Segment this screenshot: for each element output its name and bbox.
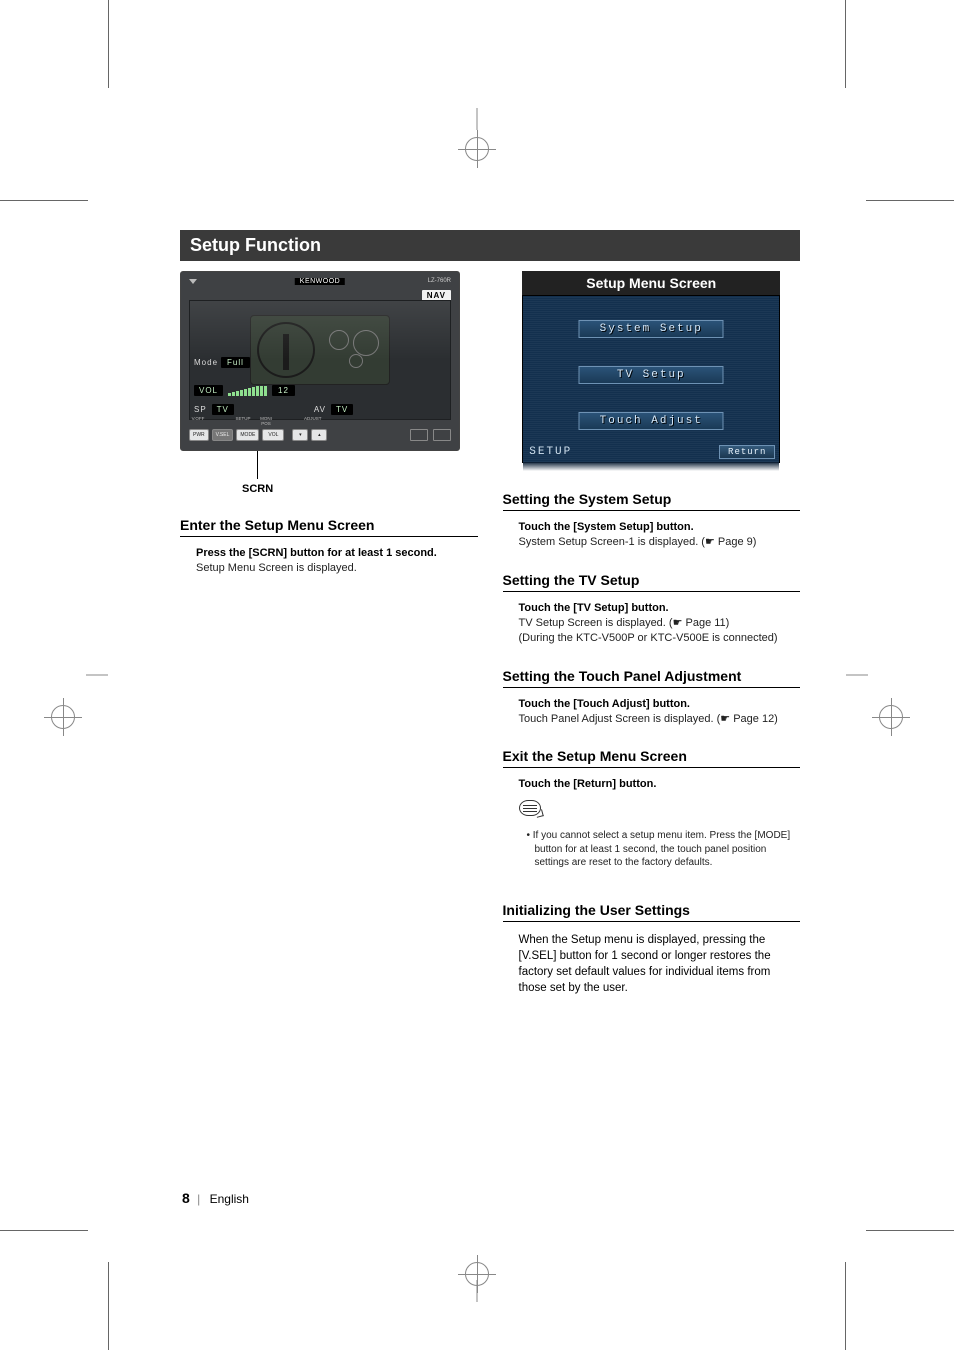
dropdown-marker-icon <box>189 279 197 284</box>
crop-mark <box>845 0 846 88</box>
mode-label: Mode <box>194 358 218 367</box>
description: (During the KTC-V500P or KTC-V500E is co… <box>519 631 801 646</box>
av-label: AV <box>314 405 326 414</box>
subheading: Initializing the User Settings <box>503 902 801 922</box>
subheading: Exit the Setup Menu Screen <box>503 748 801 768</box>
subheading: Setting the Touch Panel Adjustment <box>503 668 801 688</box>
description: Setup Menu Screen is displayed. <box>196 561 478 576</box>
device-screen: Mode Full VOL 12 SP TV AV TV <box>189 300 451 420</box>
tv-chip: TV <box>331 404 353 415</box>
touch-adjust-button: Touch Adjust <box>579 412 724 430</box>
brand-label: KENWOOD <box>295 278 345 285</box>
callout-line <box>257 451 258 479</box>
fold-mark <box>477 1280 478 1302</box>
mode-button: MODE <box>236 429 259 441</box>
body-text: When the Setup menu is displayed, pressi… <box>519 932 785 996</box>
menu-footer-label: SETUP <box>529 446 572 458</box>
page-language: English <box>210 1192 249 1206</box>
note-icon <box>519 800 541 816</box>
divider: | <box>197 1192 200 1206</box>
subheading: Setting the TV Setup <box>503 572 801 592</box>
crop-mark <box>0 1230 88 1231</box>
return-button: Return <box>719 445 775 459</box>
volume-bars <box>228 386 267 396</box>
registration-mark <box>458 130 496 168</box>
system-setup-button: System Setup <box>579 320 724 338</box>
tv-setup-button: TV Setup <box>579 366 724 384</box>
subheading: Setting the System Setup <box>503 491 801 511</box>
description: System Setup Screen-1 is displayed. (☛ P… <box>519 535 801 550</box>
crop-mark <box>866 1230 954 1231</box>
up-button: ▴ <box>311 429 327 441</box>
note-text: • If you cannot select a setup menu item… <box>527 829 801 870</box>
page-footer: 8 | English <box>182 1190 249 1206</box>
instruction: Press the [SCRN] button for at least 1 s… <box>196 547 478 559</box>
menu-screen-header: Setup Menu Screen <box>522 271 780 295</box>
instruction: Touch the [TV Setup] button. <box>519 602 801 614</box>
description: TV Setup Screen is displayed. (☛ Page 11… <box>519 616 801 631</box>
crop-mark <box>0 200 88 201</box>
sp-label: SP <box>194 405 207 414</box>
vsel-button: V.SEL <box>212 429 234 441</box>
mode-value: Full <box>221 357 250 368</box>
setup-menu-screenshot: System Setup TV Setup Touch Adjust SETUP… <box>522 295 780 463</box>
slot-icon <box>410 429 428 441</box>
page-number: 8 <box>182 1190 190 1206</box>
fold-mark <box>86 675 108 676</box>
model-label: LZ-760R <box>428 278 451 284</box>
section-title: Setup Function <box>180 230 800 261</box>
slot-icon <box>433 429 451 441</box>
tv-chip: TV <box>212 404 234 415</box>
registration-mark <box>44 698 82 736</box>
crop-mark <box>108 0 109 88</box>
physical-buttons: PWR V.SEL MODE VOL ▾ ▴ <box>189 424 451 446</box>
vol-label: VOL <box>194 385 223 396</box>
instruction: Touch the [Return] button. <box>519 778 801 790</box>
vol-value: 12 <box>272 385 295 396</box>
instruction: Touch the [Touch Adjust] button. <box>519 698 801 710</box>
fold-mark <box>846 675 868 676</box>
fold-mark <box>477 108 478 130</box>
instruction: Touch the [System Setup] button. <box>519 521 801 533</box>
device-illustration: KENWOOD LZ-760R NAV Mode Full VOL 12 <box>180 271 460 451</box>
crop-mark <box>108 1262 109 1350</box>
subheading: Enter the Setup Menu Screen <box>180 517 478 537</box>
crop-mark <box>866 200 954 201</box>
registration-mark <box>872 698 910 736</box>
description: Touch Panel Adjust Screen is displayed. … <box>519 712 801 727</box>
vol-button: VOL <box>262 429 284 441</box>
dashboard-image <box>250 315 390 385</box>
down-button: ▾ <box>292 429 308 441</box>
callout-label: SCRN <box>242 483 478 495</box>
pwr-button: PWR <box>189 429 209 441</box>
crop-mark <box>845 1262 846 1350</box>
